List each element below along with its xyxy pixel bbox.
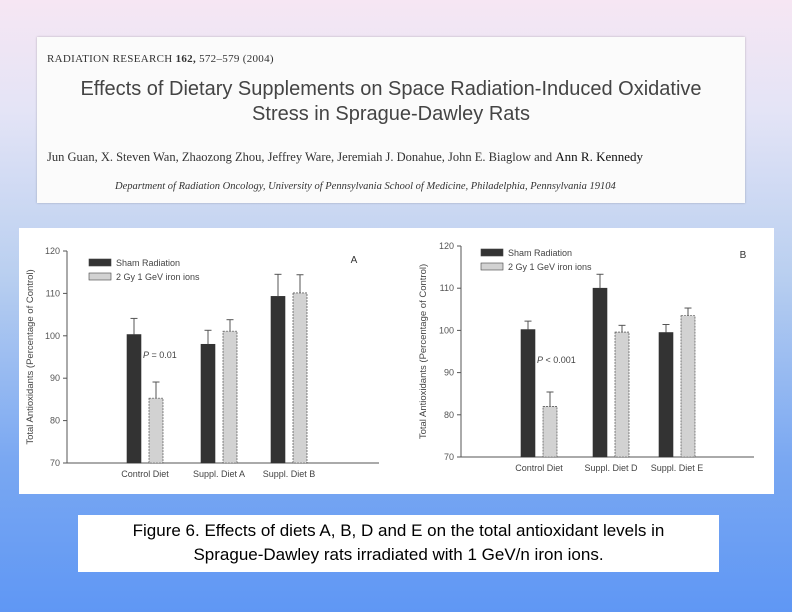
y-tick-label: 120 xyxy=(45,246,60,256)
last-author: Ann R. Kennedy xyxy=(555,149,644,164)
legend-label: Sham Radiation xyxy=(508,248,572,258)
figure-caption: Figure 6. Effects of diets A, B, D and E… xyxy=(78,515,719,572)
bar xyxy=(614,331,630,458)
y-tick-label: 120 xyxy=(439,241,454,251)
figure-svg: 70 80 90 100 110 120 Total Antioxidants (Perce… xyxy=(25,241,754,479)
journal-name: RADIATION RESEARCH xyxy=(47,53,173,65)
y-tick-label: 70 xyxy=(444,452,454,462)
bar xyxy=(222,330,238,464)
legend-swatch xyxy=(88,272,112,281)
figure-panel: 70 80 90 100 110 120 Total Antioxidants (Perce… xyxy=(19,228,774,494)
legend-label: 2 Gy 1 GeV iron ions xyxy=(116,272,200,282)
legend-label: 2 Gy 1 GeV iron ions xyxy=(508,262,592,272)
bar xyxy=(148,397,164,464)
y-axis-label: Total Antioxidants (Percentage of Contro… xyxy=(418,264,429,439)
author-list: Jun Guan, X. Steven Wan, Zhaozong Zhou, … xyxy=(47,150,553,164)
paper-title: Effects of Dietary Supplements on Space … xyxy=(37,77,745,127)
legend-swatch xyxy=(480,248,504,257)
journal-pages: 572–579 (2004) xyxy=(199,53,274,65)
journal-citation: RADIATION RESEARCH 162, 572–579 (2004) xyxy=(47,53,274,65)
x-tick-label: Suppl. Diet A xyxy=(193,469,245,479)
y-tick-label: 100 xyxy=(45,331,60,341)
y-tick-label: 110 xyxy=(440,283,454,293)
x-tick-label: Suppl. Diet D xyxy=(584,463,638,473)
bar xyxy=(542,406,558,458)
y-tick-label: 90 xyxy=(444,368,454,378)
legend-swatch xyxy=(480,262,504,271)
x-tick-label: Control Diet xyxy=(121,469,169,479)
paper-authors: Jun Guan, X. Steven Wan, Zhaozong Zhou, … xyxy=(47,149,747,165)
bar xyxy=(592,287,608,458)
panel-label: B xyxy=(740,250,747,261)
y-tick-label: 100 xyxy=(439,325,454,335)
panel-label: A xyxy=(351,255,358,266)
y-tick-label: 90 xyxy=(50,373,60,383)
paper-affiliation: Department of Radiation Oncology, Univer… xyxy=(115,181,616,192)
p-value-annotation: P = 0.01 xyxy=(143,350,177,360)
paper-header: RADIATION RESEARCH 162, 572–579 (2004) E… xyxy=(37,37,745,203)
bar xyxy=(520,329,536,458)
bar xyxy=(270,296,286,464)
y-tick-label: 80 xyxy=(50,416,60,426)
y-tick-label: 110 xyxy=(46,288,60,298)
y-tick-label: 80 xyxy=(444,410,454,420)
y-axis-label: Total Antioxidants (Percentage of Contro… xyxy=(25,269,36,444)
legend-label: Sham Radiation xyxy=(116,258,180,268)
bar xyxy=(658,332,674,458)
legend-swatch xyxy=(88,258,112,267)
x-tick-label: Suppl. Diet E xyxy=(651,463,704,473)
bar xyxy=(292,292,308,464)
chart-b: 70 80 90 100 110 120 Total Antioxidants (Perce… xyxy=(418,241,754,473)
chart-a: 70 80 90 100 110 120 Total Antioxidants (Perce… xyxy=(25,246,379,479)
journal-volume: 162, xyxy=(175,53,197,65)
paper-title-line2: Stress in Sprague-Dawley Rats xyxy=(252,103,530,125)
x-tick-label: Suppl. Diet B xyxy=(263,469,316,479)
paper-title-line1: Effects of Dietary Supplements on Space … xyxy=(80,78,702,100)
bar xyxy=(680,315,696,458)
caption-line2: Sprague-Dawley rats irradiated with 1 Ge… xyxy=(193,545,604,564)
caption-line1: Figure 6. Effects of diets A, B, D and E… xyxy=(132,521,665,540)
x-tick-label: Control Diet xyxy=(515,463,563,473)
bar xyxy=(126,334,142,464)
p-value-annotation: P < 0.001 xyxy=(537,355,576,365)
bar xyxy=(200,343,216,464)
y-tick-label: 70 xyxy=(50,458,60,468)
